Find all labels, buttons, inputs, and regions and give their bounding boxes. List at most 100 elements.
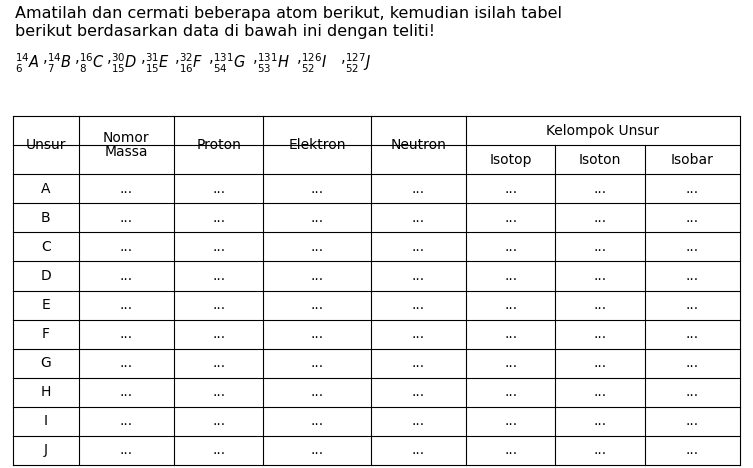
Text: ,: , (209, 50, 214, 65)
Text: ...: ... (310, 444, 324, 457)
Text: ...: ... (212, 444, 225, 457)
Text: ,: , (175, 50, 180, 65)
Text: ...: ... (412, 444, 425, 457)
Text: D: D (41, 269, 51, 283)
Text: ...: ... (120, 240, 133, 254)
Text: ...: ... (593, 444, 606, 457)
Text: ...: ... (593, 414, 606, 428)
Text: berikut berdasarkan data di bawah ini dengan teliti!: berikut berdasarkan data di bawah ini de… (15, 24, 435, 39)
Text: $^{32}_{16}\mathit{F}$: $^{32}_{16}\mathit{F}$ (179, 52, 203, 75)
Text: $^{127}_{52}\mathit{J}$: $^{127}_{52}\mathit{J}$ (345, 52, 371, 75)
Text: ...: ... (212, 298, 225, 312)
Text: Neutron: Neutron (390, 138, 446, 152)
Text: ...: ... (120, 444, 133, 457)
Text: $^{14}_{6}\mathit{A}$: $^{14}_{6}\mathit{A}$ (15, 52, 40, 75)
Text: ...: ... (120, 414, 133, 428)
Text: ...: ... (686, 298, 699, 312)
Text: ...: ... (686, 182, 699, 196)
Text: ...: ... (310, 356, 324, 370)
Text: ...: ... (686, 269, 699, 283)
Text: Kelompok Unsur: Kelompok Unsur (547, 124, 660, 138)
Text: Elektron: Elektron (288, 138, 346, 152)
Text: ...: ... (412, 182, 425, 196)
Text: ...: ... (310, 414, 324, 428)
Text: ...: ... (212, 356, 225, 370)
Text: $^{31}_{15}\mathit{E}$: $^{31}_{15}\mathit{E}$ (145, 52, 170, 75)
Text: ...: ... (593, 269, 606, 283)
Text: ,: , (43, 50, 47, 65)
Text: ...: ... (504, 356, 517, 370)
Text: ...: ... (686, 414, 699, 428)
Text: ...: ... (212, 240, 225, 254)
Text: E: E (41, 298, 50, 312)
Text: ...: ... (412, 327, 425, 341)
Text: ...: ... (686, 356, 699, 370)
Text: ,: , (75, 50, 80, 65)
Text: ,: , (141, 50, 145, 65)
Text: ...: ... (120, 269, 133, 283)
Text: ...: ... (686, 327, 699, 341)
Text: ...: ... (593, 356, 606, 370)
Text: Isobar: Isobar (671, 153, 714, 167)
Text: ...: ... (504, 240, 517, 254)
Text: ...: ... (593, 327, 606, 341)
Text: ...: ... (310, 182, 324, 196)
Text: ...: ... (504, 211, 517, 225)
Text: Isoton: Isoton (579, 153, 621, 167)
Text: B: B (41, 211, 50, 225)
Text: ...: ... (686, 240, 699, 254)
Text: ...: ... (593, 182, 606, 196)
Text: ...: ... (120, 182, 133, 196)
Text: ...: ... (120, 298, 133, 312)
Text: Proton: Proton (196, 138, 241, 152)
Text: ...: ... (310, 298, 324, 312)
Text: ...: ... (310, 240, 324, 254)
Text: Massa: Massa (105, 146, 148, 160)
Text: ...: ... (504, 385, 517, 399)
Text: ...: ... (686, 211, 699, 225)
Text: ...: ... (212, 327, 225, 341)
Text: Isotop: Isotop (489, 153, 532, 167)
Text: ...: ... (310, 327, 324, 341)
Text: $^{14}_{7}\mathit{B}$: $^{14}_{7}\mathit{B}$ (47, 52, 72, 75)
Text: ...: ... (310, 211, 324, 225)
Text: ...: ... (212, 414, 225, 428)
Text: ...: ... (412, 385, 425, 399)
Text: $^{126}_{52}\mathit{I}$: $^{126}_{52}\mathit{I}$ (301, 52, 327, 75)
Text: H: H (41, 385, 51, 399)
Text: ...: ... (412, 240, 425, 254)
Text: ...: ... (212, 211, 225, 225)
Text: $^{16}_{8}\mathit{C}$: $^{16}_{8}\mathit{C}$ (79, 52, 105, 75)
Text: Amatilah dan cermati beberapa atom berikut, kemudian isilah tabel: Amatilah dan cermati beberapa atom berik… (15, 6, 562, 21)
Text: A: A (41, 182, 50, 196)
Text: ...: ... (120, 327, 133, 341)
Text: $^{131}_{53}\mathit{H}$: $^{131}_{53}\mathit{H}$ (257, 52, 290, 75)
Text: C: C (41, 240, 50, 254)
Text: ...: ... (310, 385, 324, 399)
Text: ,: , (341, 50, 346, 65)
Text: ...: ... (504, 182, 517, 196)
Text: ...: ... (212, 385, 225, 399)
Text: ...: ... (212, 182, 225, 196)
Text: ...: ... (212, 269, 225, 283)
Text: ,: , (297, 50, 302, 65)
Text: ...: ... (504, 414, 517, 428)
Text: ...: ... (504, 444, 517, 457)
Text: ...: ... (412, 269, 425, 283)
Text: I: I (44, 414, 47, 428)
Text: ...: ... (120, 211, 133, 225)
Text: ...: ... (593, 298, 606, 312)
Text: ,: , (253, 50, 258, 65)
Text: ...: ... (412, 414, 425, 428)
Text: $^{131}_{54}\mathit{G}$: $^{131}_{54}\mathit{G}$ (213, 52, 245, 75)
Text: ...: ... (593, 240, 606, 254)
Text: Unsur: Unsur (26, 138, 66, 152)
Text: ...: ... (593, 211, 606, 225)
Text: Nomor: Nomor (103, 131, 150, 145)
Text: $^{30}_{15}\mathit{D}$: $^{30}_{15}\mathit{D}$ (111, 52, 137, 75)
Text: ...: ... (120, 356, 133, 370)
Text: ...: ... (686, 444, 699, 457)
Text: ...: ... (412, 356, 425, 370)
Text: ...: ... (412, 298, 425, 312)
Text: ...: ... (412, 211, 425, 225)
